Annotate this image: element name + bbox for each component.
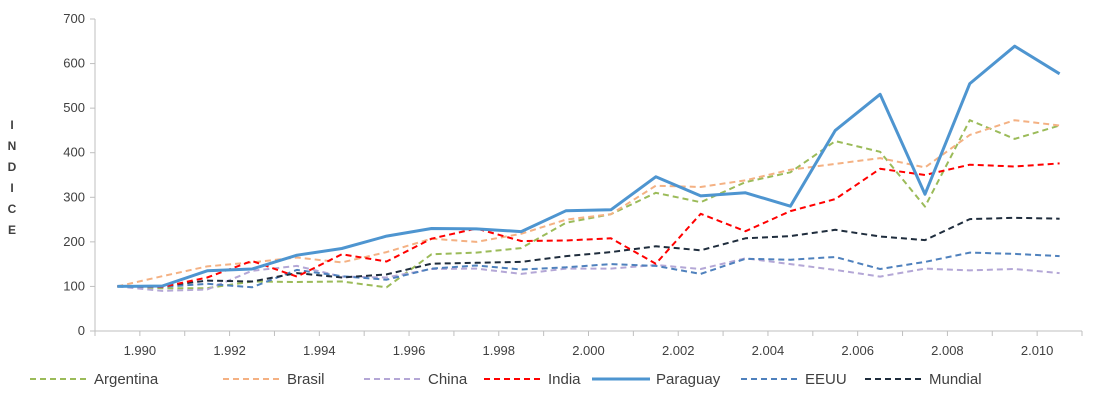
legend-label-india: India: [548, 371, 581, 388]
y-axis-label-char: D: [8, 160, 17, 174]
y-tick-label: 600: [63, 56, 85, 71]
x-tick-label: 1.994: [303, 343, 336, 358]
y-axis: 0 100 200 300 400 500 600 700: [63, 11, 96, 338]
y-tick-label: 100: [63, 278, 85, 293]
x-tick-label: 1.996: [393, 343, 426, 358]
x-tick-label: 1.998: [482, 343, 515, 358]
x-tick-label: 2.002: [662, 343, 695, 358]
x-tick-label: 2.000: [572, 343, 605, 358]
legend-label-brasil: Brasil: [287, 371, 325, 388]
x-tick-label: 2.010: [1021, 343, 1054, 358]
y-axis-label-char: I: [10, 118, 13, 132]
y-tick-label: 700: [63, 11, 85, 26]
legend-label-argentina: Argentina: [94, 371, 159, 388]
y-tick-label: 300: [63, 189, 85, 204]
legend-label-china: China: [428, 371, 468, 388]
x-tick-label: 2.004: [752, 343, 785, 358]
legend-label-mundial: Mundial: [929, 371, 982, 388]
series-line-india: [117, 162, 1060, 288]
y-tick-label: 400: [63, 145, 85, 160]
x-axis: 1.990 1.992 1.994 1.996 1.998 2.000 2.002 2.004…: [94, 330, 1083, 358]
series-line-brasil: [117, 119, 1060, 288]
y-tick-label: 500: [63, 100, 85, 115]
y-axis-label-char: C: [8, 202, 17, 216]
x-tick-label: 2.008: [931, 343, 964, 358]
y-tick-label: 200: [63, 234, 85, 249]
x-tick-label: 1.992: [213, 343, 246, 358]
series-lines: [117, 44, 1061, 292]
x-tick-label: 2.006: [841, 343, 874, 358]
series-line-argentina: [117, 119, 1060, 290]
y-axis-label-char: N: [8, 139, 17, 153]
y-tick-label: 0: [78, 323, 85, 338]
y-axis-label-char: I: [10, 181, 13, 195]
legend: Argentina Brasil China India Paraguay EEUU Mun…: [30, 371, 982, 388]
y-axis-label-char: E: [8, 223, 16, 237]
legend-label-eeuu: EEUU: [805, 371, 847, 388]
x-tick-label: 1.990: [124, 343, 157, 358]
series-line-mundial: [117, 216, 1060, 288]
series-line-paraguay: [117, 44, 1061, 288]
legend-label-paraguay: Paraguay: [656, 371, 721, 388]
